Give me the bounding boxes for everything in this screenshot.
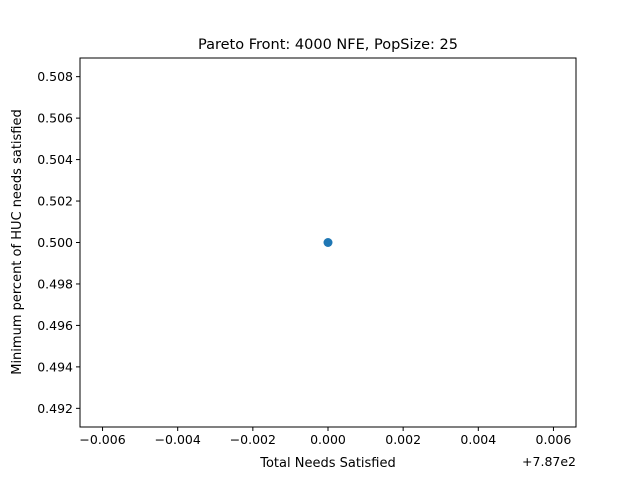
y-tick-label: 0.502 [37, 194, 73, 209]
x-axis-offset-label: +7.87e2 [522, 454, 576, 469]
y-tick-label: 0.494 [37, 359, 73, 374]
x-tick-label: −0.006 [79, 432, 125, 447]
plot-area: −0.006 −0.004 −0.002 0.000 0.002 0.004 0.006 0… [37, 57, 577, 447]
chart-title: Pareto Front: 4000 NFE, PopSize: 25 [198, 37, 458, 53]
scatter-points [323, 238, 333, 247]
scatter-point [323, 238, 333, 247]
y-tick-label: 0.496 [37, 318, 73, 333]
x-tick-label: 0.006 [536, 432, 572, 447]
x-tick-label: 0.002 [385, 432, 421, 447]
y-tick-label: 0.508 [37, 69, 73, 84]
x-tick-label: 0.004 [460, 432, 496, 447]
y-axis-label: Minimum percent of HUC needs satisfied [10, 109, 25, 375]
x-tick-label: 0.000 [310, 432, 346, 447]
y-tick-label: 0.498 [37, 276, 73, 291]
y-tick-label: 0.504 [37, 152, 73, 167]
y-tick-label: 0.492 [37, 401, 73, 416]
y-tick-label: 0.506 [37, 111, 73, 126]
y-axis-ticks: 0.492 0.494 0.496 0.498 0.500 0.502 0.504 0.506… [37, 69, 80, 416]
x-tick-label: −0.002 [230, 432, 276, 447]
y-tick-label: 0.500 [37, 235, 73, 250]
x-axis-ticks: −0.006 −0.004 −0.002 0.000 0.002 0.004 0.006 [79, 427, 571, 447]
x-axis-label: Total Needs Satisfied [259, 456, 396, 471]
x-tick-label: −0.004 [155, 432, 201, 447]
